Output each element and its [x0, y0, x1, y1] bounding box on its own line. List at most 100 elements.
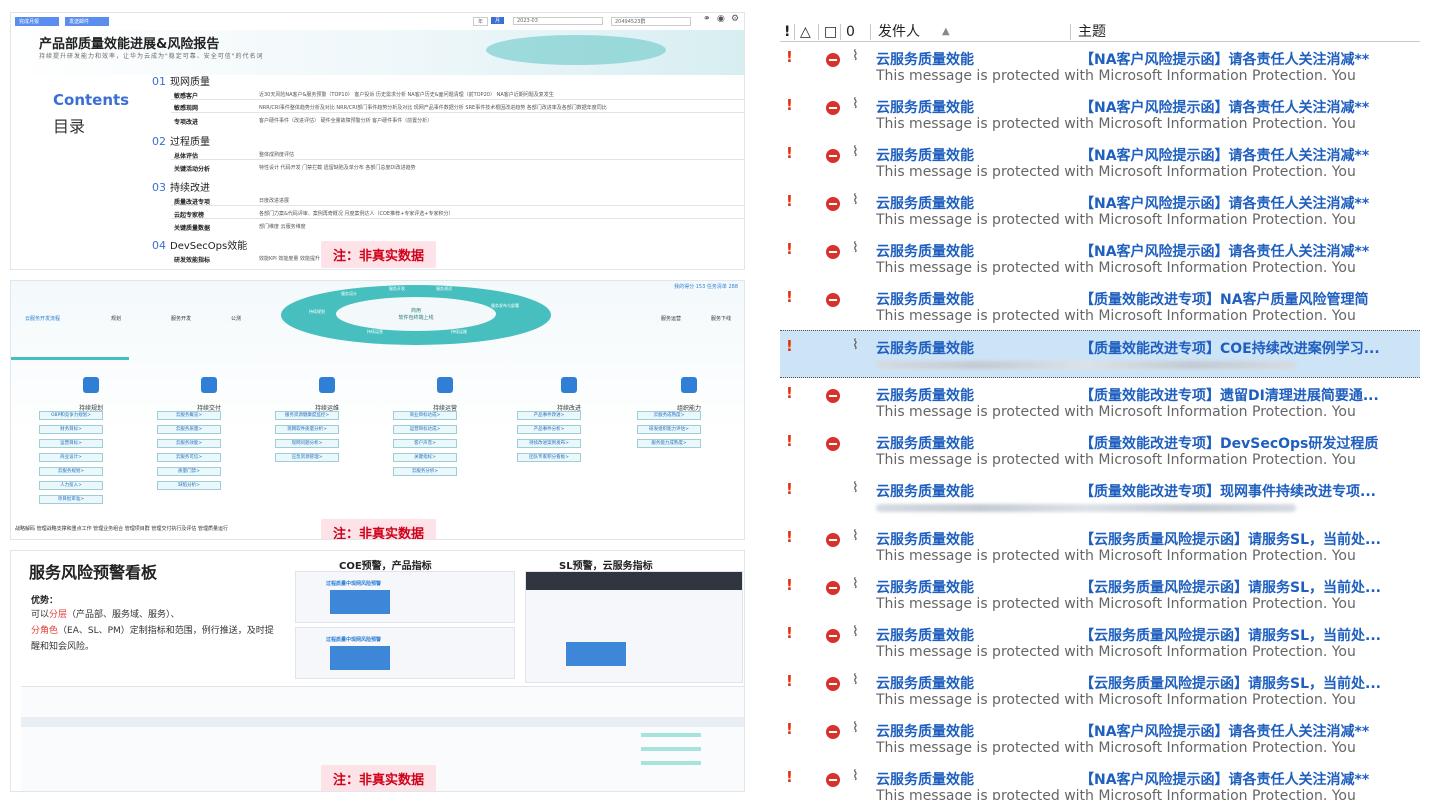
row-label[interactable]: 关键活动分析	[174, 166, 211, 173]
row-label[interactable]: 云起专家榜	[174, 212, 205, 219]
card-title: 过程质量中现网风险预警	[326, 581, 382, 587]
mail-sender: 云服务质量效能	[876, 292, 974, 308]
mail-row[interactable]: ! 云服务质量效能 【质量效能改进专项】NA客户质量风险管理简 This messag…	[780, 282, 1420, 330]
module-link[interactable]: 人力投入>	[39, 481, 103, 490]
mail-preview: This message is protected with Microsoft…	[876, 260, 1356, 276]
module-link[interactable]: 服务能力成熟度>	[637, 439, 701, 448]
mail-row[interactable]: ! ⌇ 云服务质量效能 【NA客户风险提示函】请各责任人关注消减** This mess…	[780, 762, 1420, 800]
subject-column-header[interactable]: 主题	[1078, 24, 1106, 40]
view-icon[interactable]: ◉	[717, 14, 725, 24]
row-label[interactable]: 研发效能指标	[174, 257, 211, 264]
row-label[interactable]: 关键质量数据	[174, 225, 211, 232]
attachment-column-icon[interactable]: 0	[846, 24, 855, 40]
row-items[interactable]: NRR/CRI事件整体趋势分析及对比 NRR/CRI部门事件趋势分析及对比 现网…	[259, 105, 607, 111]
row-items[interactable]: 客户硬件事件（改进评估） 硬件全量故障预警分析 客户硬件事件（前置分析）	[259, 118, 433, 124]
dept-select[interactable]: 20494523群	[611, 17, 691, 26]
high-importance-icon: !	[786, 576, 793, 594]
settings-icon[interactable]: ⚙	[731, 14, 740, 24]
row-items[interactable]: 特性设计 代码开发 门禁拦截 遗留缺陷及单分布 各部门总度DI改进趋势	[259, 165, 416, 171]
mail-row[interactable]: ! ⌇ 云服务质量效能 【云服务质量风险提示函】请服务SL，当前处... This me…	[780, 570, 1420, 618]
high-importance-icon: !	[786, 337, 793, 355]
module-link[interactable]: 质量门禁>	[157, 467, 221, 476]
ring-label[interactable]: 服务测试	[436, 286, 452, 291]
mail-row[interactable]: ! ⌇ 云服务质量效能 【云服务质量风险提示函】请服务SL，当前处... This me…	[780, 666, 1420, 714]
module-link[interactable]: 云服务分析>	[393, 467, 457, 476]
year-toggle[interactable]: 年	[473, 17, 489, 26]
module-link[interactable]: 团队专家积分看板>	[517, 453, 581, 462]
row-items[interactable]: 部门维度 云服务维度	[259, 224, 306, 230]
row-label[interactable]: 质量改进专项	[174, 199, 211, 206]
ring-label[interactable]: 持续运维	[451, 329, 467, 334]
row-items[interactable]: 各部门力案&代码评审、案例再奇概况 月度案例达人（COE推荐+专家评选+专家积分…	[259, 211, 454, 217]
mail-row[interactable]: ! ⌇ 云服务质量效能 【NA客户风险提示函】请各责任人关注消减** This mess…	[780, 138, 1420, 186]
module-link[interactable]: 商业设计>	[39, 453, 103, 462]
row-label[interactable]: 敏感现网	[174, 105, 199, 112]
month-toggle[interactable]: 月	[491, 17, 505, 24]
mail-row[interactable]: ! ⌇ 云服务质量效能 【NA客户风险提示函】请各责任人关注消减** This mess…	[780, 186, 1420, 234]
ring-label[interactable]: 持续运营	[367, 329, 383, 334]
row-label[interactable]: 专项改进	[174, 119, 199, 126]
module-link[interactable]: OBP和竞争力规划>	[39, 411, 103, 420]
module-link[interactable]: 云服务成熟度>	[637, 411, 701, 420]
column-title: 持续交付	[196, 405, 221, 412]
module-link[interactable]: 运营目标>	[39, 439, 103, 448]
mail-row[interactable]: ! ⌇ 云服务质量效能 【云服务质量风险提示函】请服务SL，当前处... This me…	[780, 522, 1420, 570]
module-link[interactable]: 云服务概览>	[157, 411, 221, 420]
module-link[interactable]: 现网问题分析>	[275, 439, 339, 448]
sort-ascending-icon[interactable]: ▲	[942, 26, 950, 37]
type-column-icon[interactable]: □	[824, 24, 838, 40]
mail-preview: This message is protected with Microsoft…	[876, 596, 1356, 612]
ring-label[interactable]: 持续规划	[309, 309, 325, 314]
mail-sender: 云服务质量效能	[876, 676, 974, 692]
reminder-column-icon[interactable]: △	[800, 24, 811, 40]
row-items[interactable]: 整体成熟度评估	[259, 152, 295, 158]
coe-message-card[interactable]: 过程质量中现网风险预警	[295, 627, 515, 679]
module-link[interactable]: 客户声音>	[393, 439, 457, 448]
date-select[interactable]: 2023-03	[513, 17, 603, 25]
module-link[interactable]: 云服务可信>	[157, 453, 221, 462]
sender-column-header[interactable]: 发件人	[878, 24, 920, 40]
module-link[interactable]: 研发组织能力评估>	[637, 425, 701, 434]
share-icon[interactable]: ⚭	[703, 14, 711, 24]
mail-row[interactable]: ! ⌇ 云服务质量效能 【质量效能改进专项】现网事件持续改进专项...	[780, 474, 1420, 522]
column-title: 持续运维	[314, 405, 339, 412]
importance-column-icon[interactable]: !	[784, 24, 791, 40]
mail-row[interactable]: ! ⌇ 云服务质量效能 【NA客户风险提示函】请各责任人关注消减** This mess…	[780, 714, 1420, 762]
mail-row[interactable]: ! 云服务质量效能 【质量效能改进专项】DevSecOps研发过程质 This mes…	[780, 426, 1420, 474]
mail-row[interactable]: ! ⌇ 云服务质量效能 【质量效能改进专项】COE持续改进案例学习...	[780, 330, 1420, 378]
mail-row[interactable]: ! ⌇ 云服务质量效能 【NA客户风险提示函】请各责任人关注消减** This mess…	[780, 42, 1420, 90]
mail-row[interactable]: ! ⌇ 云服务质量效能 【云服务质量风险提示函】请服务SL，当前处... This me…	[780, 618, 1420, 666]
coe-message-card[interactable]: 过程质量中现网风险预警	[295, 571, 515, 623]
report-title: 产品部质量效能进展&风险报告	[39, 37, 220, 52]
ring-label[interactable]: 服务设计	[341, 291, 357, 296]
sl-message-card[interactable]	[525, 571, 743, 683]
module-link[interactable]: 缺陷分析>	[157, 481, 221, 490]
mail-row[interactable]: ! ⌇ 云服务质量效能 【NA客户风险提示函】请各责任人关注消减** This mess…	[780, 234, 1420, 282]
module-link[interactable]: 商业目标达成>	[393, 411, 457, 420]
ring-label[interactable]: 服务发布与部署	[491, 303, 519, 308]
mail-row[interactable]: ! ⌇ 云服务质量效能 【NA客户风险提示函】请各责任人关注消减** This mess…	[780, 90, 1420, 138]
row-label[interactable]: 总体评估	[174, 153, 199, 160]
module-link[interactable]: 产品事件分析>	[517, 425, 581, 434]
row-label[interactable]: 敏感客户	[174, 93, 199, 100]
module-link[interactable]: 应急资源管理>	[275, 453, 339, 462]
row-divider	[171, 205, 744, 206]
module-link[interactable]: 运营目标达成>	[393, 425, 457, 434]
module-link[interactable]: 财务目标>	[39, 425, 103, 434]
module-link[interactable]: 产品事件改进>	[517, 411, 581, 420]
flow-label: 公测	[231, 316, 242, 322]
ring-label[interactable]: 服务开发	[389, 286, 405, 291]
module-link[interactable]: 云服务规划>	[39, 467, 103, 476]
module-link[interactable]: 服务资源健康度监控>	[275, 411, 339, 420]
mail-row[interactable]: ! 云服务质量效能 【质量效能改进专项】遗留DI清理进展简要通... This mes…	[780, 378, 1420, 426]
row-items[interactable]: 近30天风险NA客户&服务预警（TOP10） 客户投诉 历史需求分析 NA客户历…	[259, 92, 554, 98]
module-link[interactable]: 关键指标>	[393, 453, 457, 462]
row-items[interactable]: 日度改进进展	[259, 198, 290, 204]
module-link[interactable]: 云服务质量>	[157, 425, 221, 434]
module-link[interactable]: 项目批审准>	[39, 495, 103, 504]
send-mail-button[interactable]: 发送邮件	[65, 17, 109, 26]
monthly-report-button[interactable]: 完成月报	[15, 17, 59, 26]
module-link[interactable]: 现网软件质量分析>	[275, 425, 339, 434]
module-link[interactable]: 云服务效能>	[157, 439, 221, 448]
module-link[interactable]: 持续改进案例发布>	[517, 439, 581, 448]
